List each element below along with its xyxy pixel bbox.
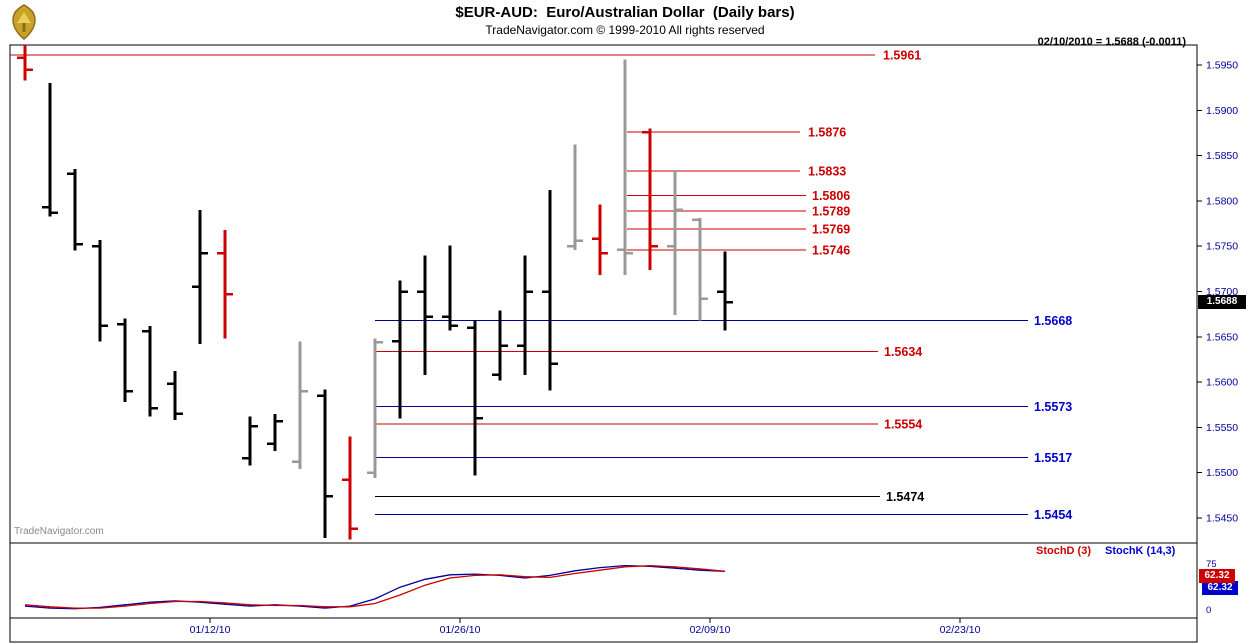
date-tick-label: 01/26/10: [440, 624, 481, 636]
date-axis: 01/12/10 01/26/10 02/09/10 02/23/10: [190, 618, 981, 636]
stoch-scale-75: 75: [1206, 559, 1217, 570]
level-label: 1.5833: [808, 165, 846, 179]
date-tick-label: 02/09/10: [690, 624, 731, 636]
price-tick-label: 1.5950: [1206, 60, 1238, 72]
stochk-value-badge: 62.32: [1202, 581, 1238, 595]
level-label: 1.5454: [1034, 508, 1072, 522]
price-tick-label: 1.5600: [1206, 377, 1238, 389]
level-label: 1.5746: [812, 243, 850, 257]
chart-frame: [9, 44, 1198, 643]
price-tick-label: 1.5650: [1206, 331, 1238, 343]
level-label: 1.5554: [884, 417, 922, 431]
level-label: 1.5876: [808, 126, 846, 140]
stochd-value-badge: 62.32: [1199, 569, 1235, 583]
stochastic-panel: 75 0: [24, 559, 1217, 616]
level-label: 1.5769: [812, 222, 850, 236]
level-label: 1.5789: [812, 204, 850, 218]
price-tick-label: 1.5750: [1206, 241, 1238, 253]
level-label: 1.5668: [1034, 314, 1072, 328]
stoch-scale-0: 0: [1206, 605, 1211, 616]
stoch-line-red: [24, 564, 726, 609]
price-tick-label: 1.5550: [1206, 422, 1238, 434]
stochastic-legend: StochD (3) StochK (14,3): [1036, 545, 1175, 557]
level-label: 1.5806: [812, 189, 850, 203]
date-tick-label: 01/12/10: [190, 624, 231, 636]
price-tick-label: 1.5800: [1206, 195, 1238, 207]
level-label: 1.5961: [883, 49, 921, 63]
level-label: 1.5634: [884, 345, 922, 359]
watermark: TradeNavigator.com: [14, 526, 104, 537]
tradenavigator-logo-icon: [12, 4, 36, 40]
copyright-notice: TradeNavigator.com © 1999-2010 All right…: [485, 23, 765, 37]
price-tick-label: 1.5900: [1206, 105, 1238, 117]
page-title: $EUR-AUD: Euro/Australian Dollar (Daily …: [455, 4, 795, 21]
stochk-legend-label[interactable]: StochK (14,3): [1105, 545, 1176, 557]
ohlc-bars: [17, 45, 733, 540]
price-tick-label: 1.5500: [1206, 467, 1238, 479]
level-label: 1.5474: [886, 490, 924, 504]
level-label: 1.5517: [1034, 451, 1072, 465]
stochd-legend-label[interactable]: StochD (3): [1036, 545, 1091, 557]
level-label: 1.5573: [1034, 400, 1072, 414]
price-tick-label: 1.5850: [1206, 150, 1238, 162]
stoch-line-blue: [24, 564, 726, 610]
current-price-badge: 1.5688: [1198, 295, 1246, 309]
date-tick-label: 02/23/10: [940, 624, 981, 636]
price-axis: 1.59501.59001.58501.58001.57501.57001.56…: [1197, 60, 1238, 525]
price-tick-label: 1.5450: [1206, 513, 1238, 525]
